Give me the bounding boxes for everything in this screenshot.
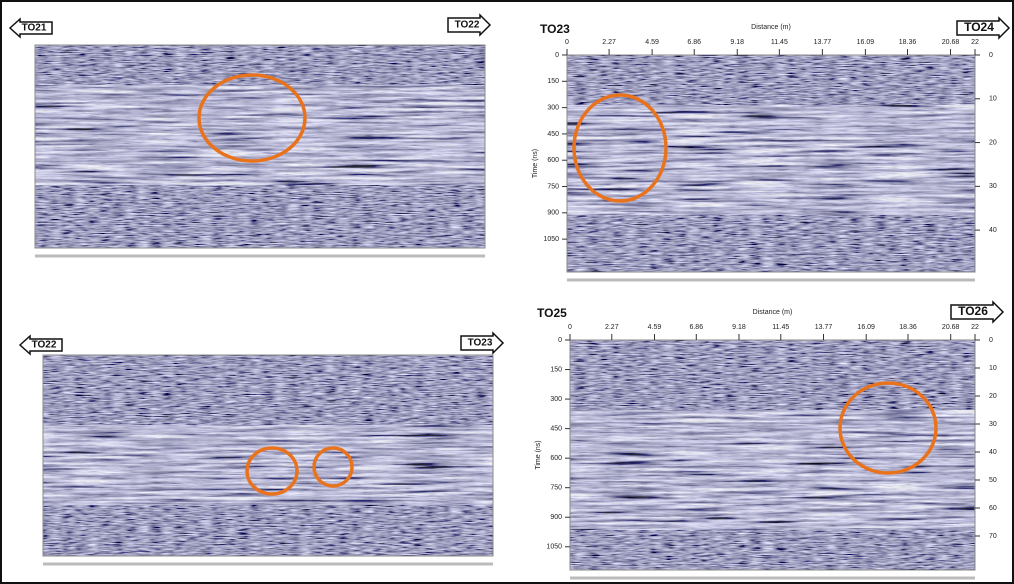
highlight-circle [838,381,938,475]
x-tick-label: 6.86 [689,324,703,331]
x-axis-title: Distance (m) [751,24,791,31]
y-tick-label: 900 [550,514,562,521]
right-arrow [447,13,492,37]
x-tick-label: 13.77 [814,39,832,46]
x-tick-label: 4.59 [648,324,662,331]
transect-label: TO22 [32,340,57,351]
right-arrow [956,16,1011,40]
x-tick-label: 0 [565,39,569,46]
y2-tick-label: 0 [989,52,993,59]
radargram-panel: TO22 TO23 [18,331,505,566]
transect-label: TO21 [22,23,47,34]
y2-tick-label: 20 [989,139,997,146]
y-tick-label: 450 [550,425,562,432]
y-tick-label: 750 [550,485,562,492]
x-tick-label: 16.09 [857,324,875,331]
x-tick-label: 16.09 [857,39,875,46]
reflection-band [43,425,493,505]
x-tick-label: 18.36 [899,39,917,46]
x-tick-label: 18.36 [899,324,917,331]
y2-tick-label: 0 [989,337,993,344]
x-tick-label: 20.68 [942,324,960,331]
y2-tick-label: 60 [989,505,997,512]
highlight-circle [197,73,307,163]
y2-tick-label: 30 [989,183,997,190]
y2-tick-label: 40 [989,227,997,234]
x-axis-title: Distance (m) [753,309,793,316]
x-tick-label: 2.27 [602,39,616,46]
y-tick-label: 450 [547,131,559,138]
y2-tick-label: 50 [989,477,997,484]
y-tick-label: 600 [547,157,559,164]
highlight-circle [572,93,668,203]
y2-tick-label: 30 [989,421,997,428]
y2-tick-label: 10 [989,96,997,103]
right-arrow [950,300,1005,324]
left-arrow [8,17,53,39]
y-axis-title: Time (ns) [532,149,539,178]
y-tick-label: 0 [558,337,562,344]
radargram-border [569,339,976,571]
x-tick-label: 4.59 [645,39,659,46]
x-tick-label: 9.18 [730,39,744,46]
radargram-panel: TO25 TO26 Distance (m) 0 2.27 4.59 6.86 9.18 11.… [535,300,1005,580]
y-tick-label: 750 [547,183,559,190]
radargram-panel: TO21 TO22 [8,13,492,258]
y-tick-label: 150 [550,366,562,373]
x-tick-label: 11.45 [771,39,788,46]
transect-label: TO22 [455,20,480,31]
y-tick-label: 300 [547,104,559,111]
y2-tick-label: 70 [989,533,997,540]
y2-tick-label: 20 [989,393,997,400]
radargram-panel: TO23 TO24 Distance (m) 0 2.27 4.59 6.86 9.18 11.… [532,16,1011,282]
left-arrow [18,334,63,356]
x-tick-label: 0 [568,324,572,331]
highlight-circle [312,446,354,488]
reflection-band [570,410,975,530]
y-tick-label: 1050 [543,236,559,243]
y-tick-label: 0 [555,52,559,59]
y-tick-label: 600 [550,455,562,462]
x-tick-label: 22 [971,39,979,46]
transect-label: TO25 [537,306,567,320]
reflection-band [35,85,485,185]
y2-tick-label: 40 [989,449,997,456]
x-tick-label: 2.27 [605,324,619,331]
x-tick-label: 22 [971,324,979,331]
y-tick-label: 300 [550,396,562,403]
x-tick-label: 11.45 [772,324,789,331]
x-tick-label: 6.86 [687,39,701,46]
radargram-border [34,44,486,249]
highlight-circle [245,446,299,496]
right-arrow [460,331,505,355]
transect-label: TO23 [468,338,493,349]
y-axis-title: Time (ns) [535,440,542,469]
x-tick-label: 13.77 [815,324,833,331]
y-tick-label: 900 [547,210,559,217]
transect-label: TO26 [958,304,988,318]
x-tick-label: 20.68 [942,39,960,46]
y-tick-label: 1050 [546,544,562,551]
transect-label: TO23 [540,22,570,36]
y-tick-label: 150 [547,78,559,85]
y2-tick-label: 10 [989,365,997,372]
radargram-border [42,354,494,557]
x-tick-label: 9.18 [732,324,746,331]
transect-label: TO24 [964,20,994,34]
radargram-border [566,54,976,273]
